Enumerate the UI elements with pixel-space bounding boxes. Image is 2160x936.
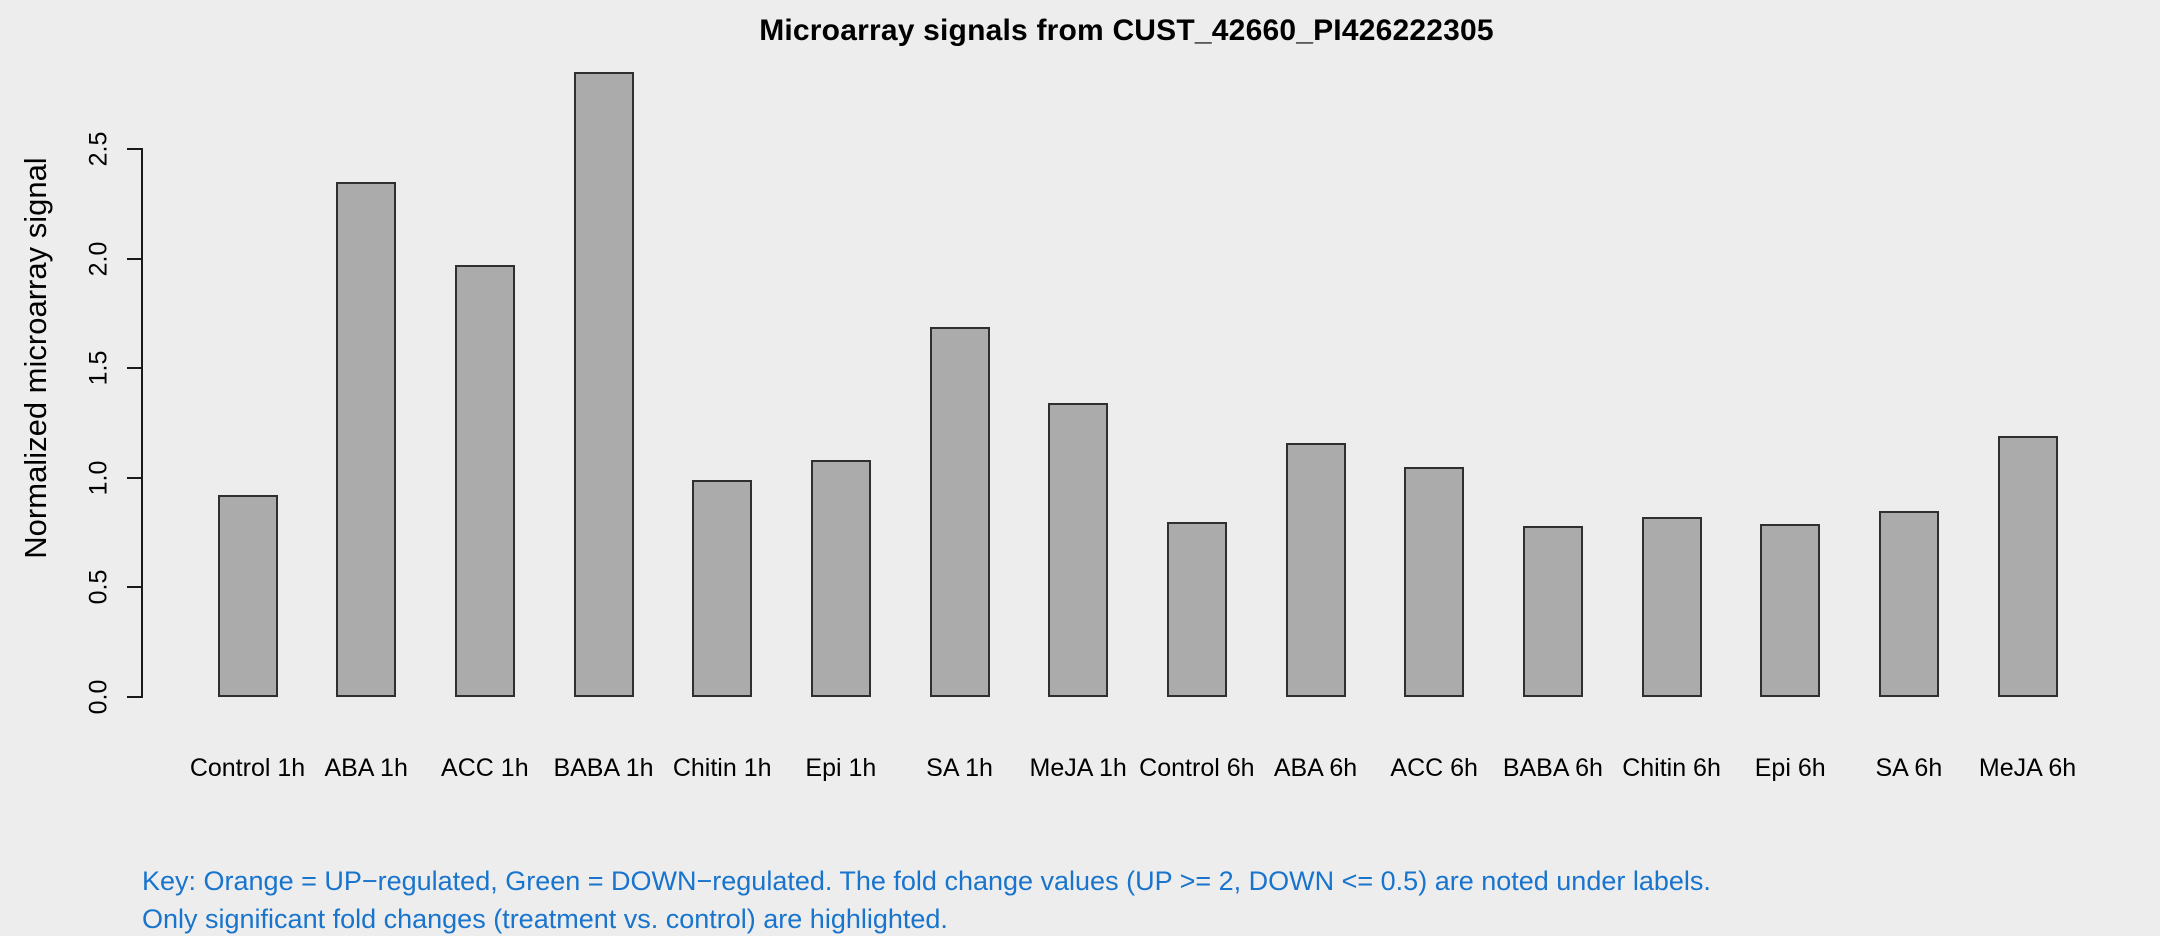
x-category-label: BABA 1h <box>553 754 654 782</box>
y-tick <box>127 257 141 260</box>
x-category-label: Chitin 6h <box>1622 754 1721 782</box>
x-category-label: ABA 1h <box>324 754 408 782</box>
x-category-label: ACC 1h <box>441 754 529 782</box>
bar <box>1641 517 1702 697</box>
x-category-label: Epi 6h <box>1754 754 1826 782</box>
bar <box>1760 523 1821 697</box>
y-tick <box>127 148 141 150</box>
bar <box>1285 442 1346 697</box>
bar <box>1878 510 1939 697</box>
bar <box>217 495 278 697</box>
bar <box>1522 526 1583 697</box>
y-tick-label: 0.0 <box>84 679 113 715</box>
x-category-label: MeJA 6h <box>1978 754 2077 782</box>
y-tick <box>127 367 141 370</box>
bar <box>336 181 397 697</box>
x-category-label: BABA 6h <box>1502 754 1603 782</box>
chart-title: Microarray signals from CUST_42660_PI426… <box>759 14 1494 47</box>
bar <box>929 326 990 697</box>
y-tick <box>127 586 141 589</box>
x-category-label: Epi 1h <box>805 754 877 782</box>
bar <box>1997 436 2058 697</box>
y-tick <box>127 696 141 698</box>
key-note-line2: Only significant fold changes (treatment… <box>142 904 948 934</box>
y-axis-line <box>141 148 143 698</box>
x-category-label: Chitin 1h <box>672 754 772 782</box>
y-tick <box>127 476 141 479</box>
bar <box>692 479 753 697</box>
bar <box>1166 521 1227 697</box>
x-category-label: ABA 6h <box>1273 754 1358 782</box>
y-tick-label: 1.5 <box>84 350 113 386</box>
bar <box>1048 403 1109 697</box>
x-category-label: Control 1h <box>189 754 306 782</box>
y-tick-label: 2.0 <box>84 241 113 276</box>
y-tick-label: 1.0 <box>84 460 113 496</box>
bar <box>810 460 871 697</box>
x-category-label: Control 6h <box>1139 754 1255 782</box>
x-category-label: ACC 6h <box>1390 754 1478 782</box>
bar <box>454 265 515 697</box>
bar <box>1404 466 1465 697</box>
y-tick-label: 2.5 <box>84 131 113 167</box>
bar <box>573 72 634 697</box>
x-category-label: MeJA 1h <box>1029 754 1127 782</box>
x-category-label: SA 1h <box>926 754 993 782</box>
y-tick-label: 0.5 <box>84 570 113 605</box>
key-note-line1: Key: Orange = UP−regulated, Green = DOWN… <box>142 866 1711 896</box>
x-category-label: SA 6h <box>1875 754 1943 782</box>
